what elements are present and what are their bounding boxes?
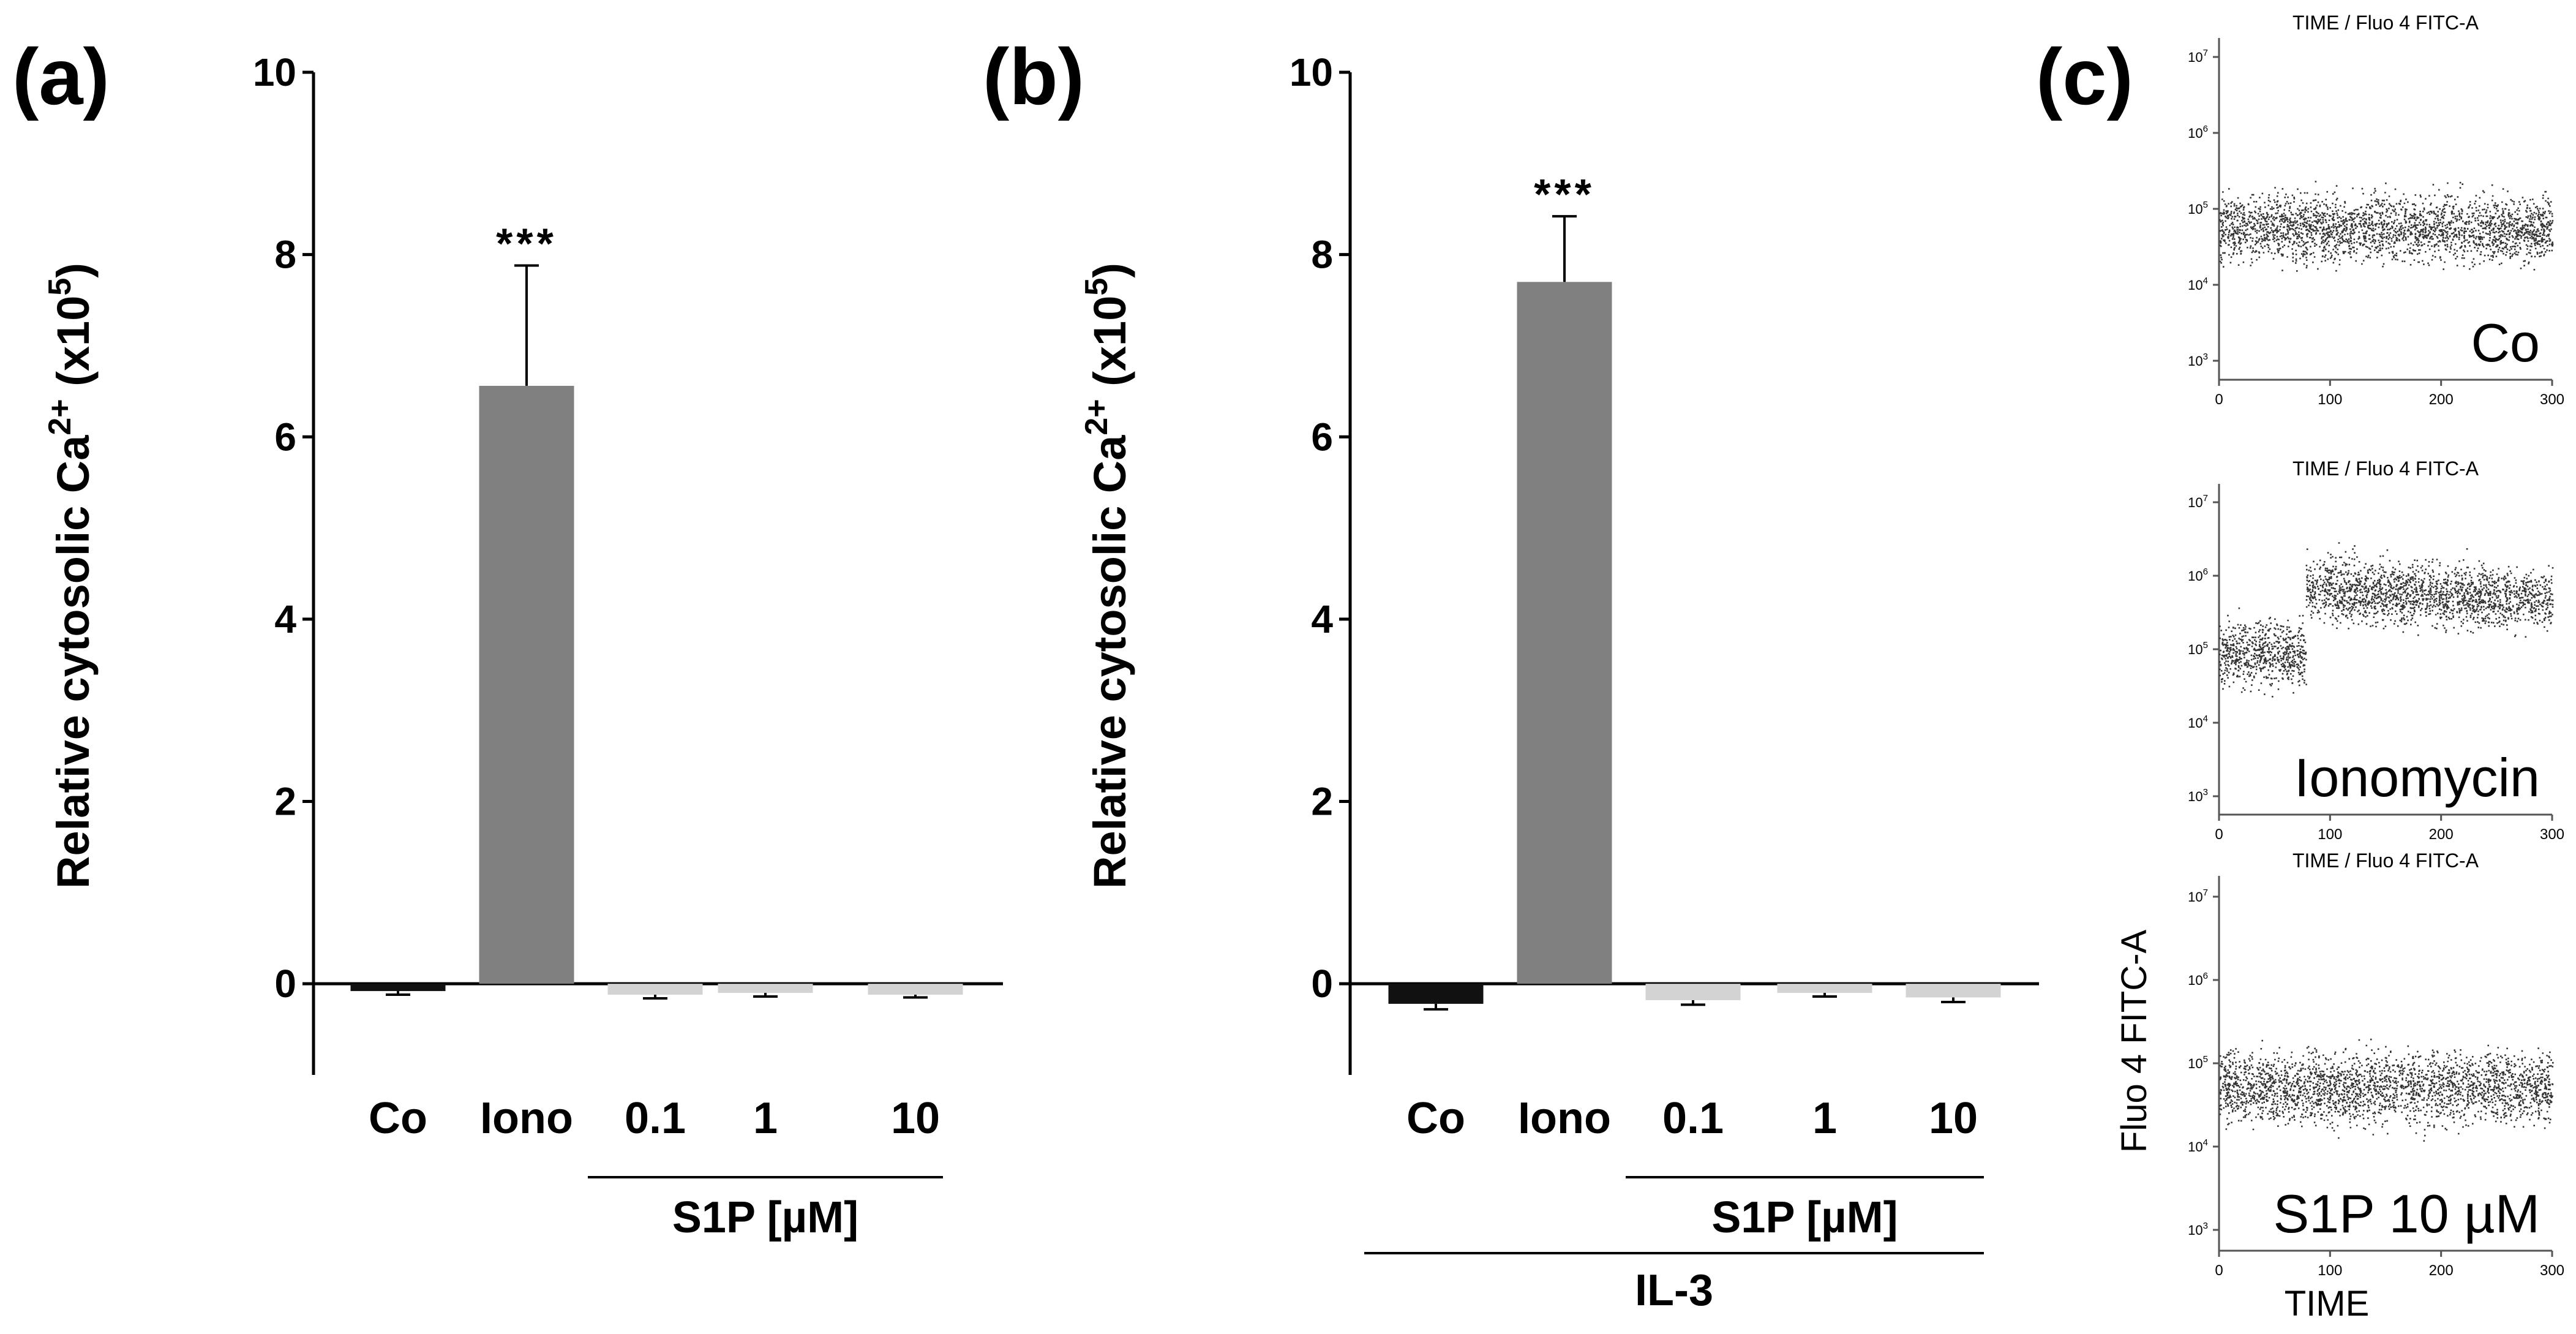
flow-plot-2-title: TIME / Fluo 4 FITC-A <box>2292 458 2479 480</box>
chartb-y-tick-label: 8 <box>1311 233 1333 277</box>
bar-chart-b: Relative cytosolic Ca2+ (x105) 0 2 4 6 8 10 C… <box>1079 50 2039 1315</box>
flow-plot-2-y-tick-label: 105 <box>2188 640 2208 657</box>
charta-category-label: 0.1 <box>625 1094 686 1143</box>
flow-plot-3-events <box>2219 1038 2554 1142</box>
flow-plot-1-label: Co <box>2471 312 2540 373</box>
chartb-category-label: 10 <box>1929 1094 1978 1143</box>
charta-y-tick-label: 10 <box>253 50 296 94</box>
charta-bar-Iono <box>479 385 574 984</box>
flow-plot-1-x-tick-label: 200 <box>2429 391 2454 408</box>
flow-plot-2-y-tick-label: 104 <box>2188 714 2208 731</box>
flow-plot-1-events <box>2219 181 2554 272</box>
y-axis-label-a: Relative cytosolic Ca2+ (x105) <box>42 263 99 889</box>
flow-plot-1-y-tick-label: 106 <box>2188 124 2208 141</box>
flow-plot-3-y-tick-label: 104 <box>2188 1137 2208 1155</box>
chartb-bar-10 <box>1906 984 2001 998</box>
charta-y-tick-label: 8 <box>274 233 296 277</box>
chartb-y-tick-label: 0 <box>1311 962 1333 1006</box>
flow-plot-3-title: TIME / Fluo 4 FITC-A <box>2292 850 2479 872</box>
flow-plot-3-x-tick-label: 100 <box>2318 1262 2342 1279</box>
flow-plot-2-label: Ionomycin <box>2294 747 2540 808</box>
charta-y-tick-label: 4 <box>274 597 296 641</box>
flow-cytometry-panel-c: Fluo 4 FITC-A TIME TIME / Fluo 4 FITC-A 0… <box>2114 12 2564 1324</box>
flow-plot-2-y-tick-label: 107 <box>2188 493 2208 510</box>
flow-plot-2-x-tick-label: 0 <box>2215 826 2223 843</box>
charta-bar-10 <box>868 984 963 995</box>
flow-plot-1-y-tick-label: 105 <box>2188 200 2208 217</box>
charta-category-label: 10 <box>891 1094 940 1143</box>
panel-label-c: (c) <box>2036 32 2133 121</box>
flow-plot-1-y-tick-label: 104 <box>2188 276 2208 293</box>
chartb-il3-label: IL-3 <box>1635 1266 1713 1315</box>
flow-plot-2-dots <box>2219 542 2554 698</box>
y-axis-label-b: Relative cytosolic Ca2+ (x105) <box>1079 263 1135 889</box>
flow-x-axis-label: TIME <box>2285 1284 2370 1324</box>
chartb-category-label: Co <box>1406 1094 1465 1143</box>
chartb-category-label: 1 <box>1812 1094 1837 1143</box>
flow-plot-3-x-tick-label: 0 <box>2215 1262 2223 1279</box>
panel-label-a: (a) <box>12 32 110 121</box>
flow-plot-3-label: S1P 10 µM <box>2273 1183 2540 1244</box>
flow-plot-1-x-tick-label: 0 <box>2215 391 2223 408</box>
charta-significance: *** <box>496 219 557 267</box>
flow-plot-2-y-tick-label: 103 <box>2188 787 2208 804</box>
flow-plot-1-title: TIME / Fluo 4 FITC-A <box>2292 12 2479 34</box>
chartb-y-tick-label: 4 <box>1311 597 1333 641</box>
flow-plot-1-x-tick-label: 300 <box>2540 391 2564 408</box>
charta-s1p-label: S1P [µM] <box>672 1193 858 1242</box>
flow-plot-2-y-tick-label: 106 <box>2188 567 2208 584</box>
charta-bar-1 <box>718 984 813 993</box>
charta-bar-0.1 <box>607 984 703 995</box>
flow-plot-3-dots <box>2219 1038 2554 1142</box>
chartb-bar-Co <box>1388 984 1484 1004</box>
chartb-bar-0.1 <box>1645 984 1741 1000</box>
flow-plot-3-y-tick-label: 105 <box>2188 1054 2208 1071</box>
flow-plot-2-x-tick-label: 200 <box>2429 826 2454 843</box>
flow-plot-3-x-tick-label: 200 <box>2429 1262 2454 1279</box>
charta-y-tick-label: 0 <box>274 962 296 1006</box>
chartb-category-label: Iono <box>1518 1094 1611 1143</box>
flow-plot-3-y-tick-label: 107 <box>2188 887 2208 905</box>
flow-plot-1-x-tick-label: 100 <box>2318 391 2342 408</box>
chartb-y-tick-label: 6 <box>1311 415 1333 459</box>
flow-y-axis-label: Fluo 4 FITC-A <box>2114 930 2154 1153</box>
flow-plot-1-dots <box>2219 181 2554 272</box>
charta-category-label: 1 <box>753 1094 778 1143</box>
chartb-s1p-label: S1P [µM] <box>1711 1193 1898 1242</box>
flow-plot-3-y-tick-label: 103 <box>2188 1221 2208 1238</box>
chartb-y-tick-label: 10 <box>1290 50 1333 94</box>
charta-category-label: Iono <box>480 1094 573 1143</box>
chartb-category-label: 0.1 <box>1662 1094 1724 1143</box>
chartb-y-tick-label: 2 <box>1311 780 1333 824</box>
panel-label-b: (b) <box>983 32 1084 121</box>
flow-plot-3-y-tick-label: 106 <box>2188 971 2208 988</box>
flow-plot-1-y-tick-label: 103 <box>2188 352 2208 369</box>
charta-y-tick-label: 2 <box>274 780 296 824</box>
flow-plot-3-x-tick-label: 300 <box>2540 1262 2564 1279</box>
charta-y-tick-label: 6 <box>274 415 296 459</box>
flow-plot-2-x-tick-label: 100 <box>2318 826 2342 843</box>
flow-plot-2-x-tick-label: 300 <box>2540 826 2564 843</box>
charta-bar-Co <box>350 984 446 992</box>
chartb-bar-1 <box>1777 984 1872 993</box>
chartb-bar-Iono <box>1517 282 1612 984</box>
flow-plot-2-events <box>2219 542 2554 698</box>
bar-chart-a: Relative cytosolic Ca2+ (x105) 0 2 4 6 8 10 C… <box>42 50 1003 1242</box>
flow-plot-1-y-tick-label: 107 <box>2188 48 2208 65</box>
charta-category-label: Co <box>369 1094 427 1143</box>
chartb-significance: *** <box>1534 170 1595 218</box>
